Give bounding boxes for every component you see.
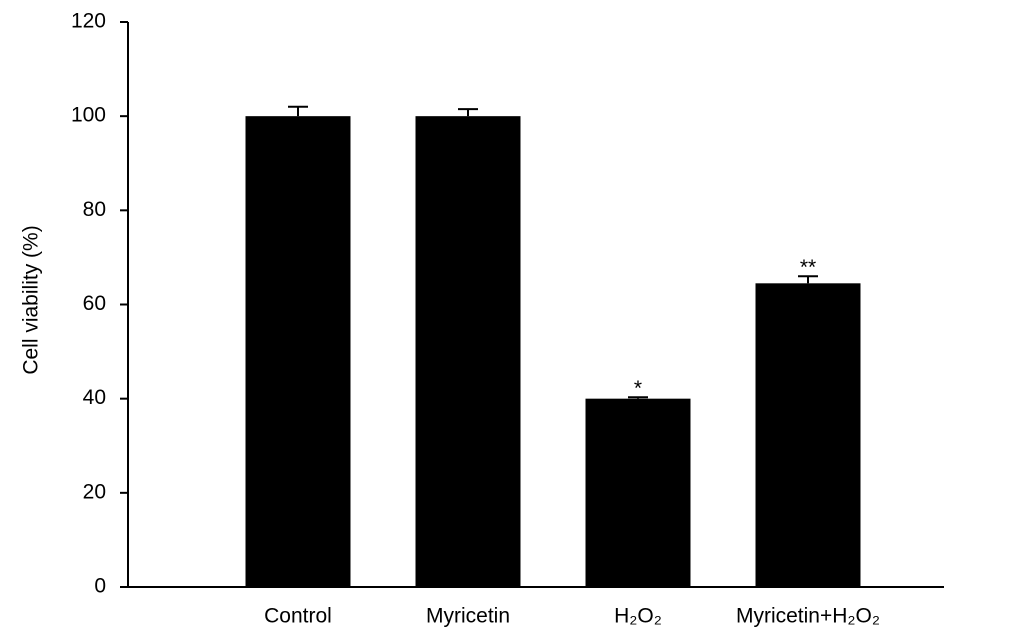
x-tick-label: Myricetin+H₂O₂ <box>736 605 880 628</box>
y-tick-label: 120 <box>71 10 106 33</box>
y-tick-label: 100 <box>71 104 106 127</box>
significance-label: * <box>634 377 642 400</box>
y-tick-label: 60 <box>83 292 106 315</box>
y-tick-label: 0 <box>94 575 106 598</box>
bar <box>245 116 351 588</box>
x-tick-label: Control <box>264 605 332 628</box>
error-bar <box>288 105 308 117</box>
x-tick-label: H₂O₂ <box>614 605 662 628</box>
bar <box>415 116 521 588</box>
significance-label: ** <box>800 256 816 279</box>
x-tick-label: Myricetin <box>426 605 510 628</box>
y-axis-label: Cell viability (%) <box>20 225 43 374</box>
error-bar <box>458 108 478 117</box>
error-bar <box>628 396 648 399</box>
error-bar <box>798 275 818 284</box>
y-tick-label: 40 <box>83 386 106 409</box>
y-tick-label: 80 <box>83 198 106 221</box>
bar <box>585 398 691 587</box>
y-tick-label: 20 <box>83 480 106 503</box>
bar <box>755 283 861 587</box>
